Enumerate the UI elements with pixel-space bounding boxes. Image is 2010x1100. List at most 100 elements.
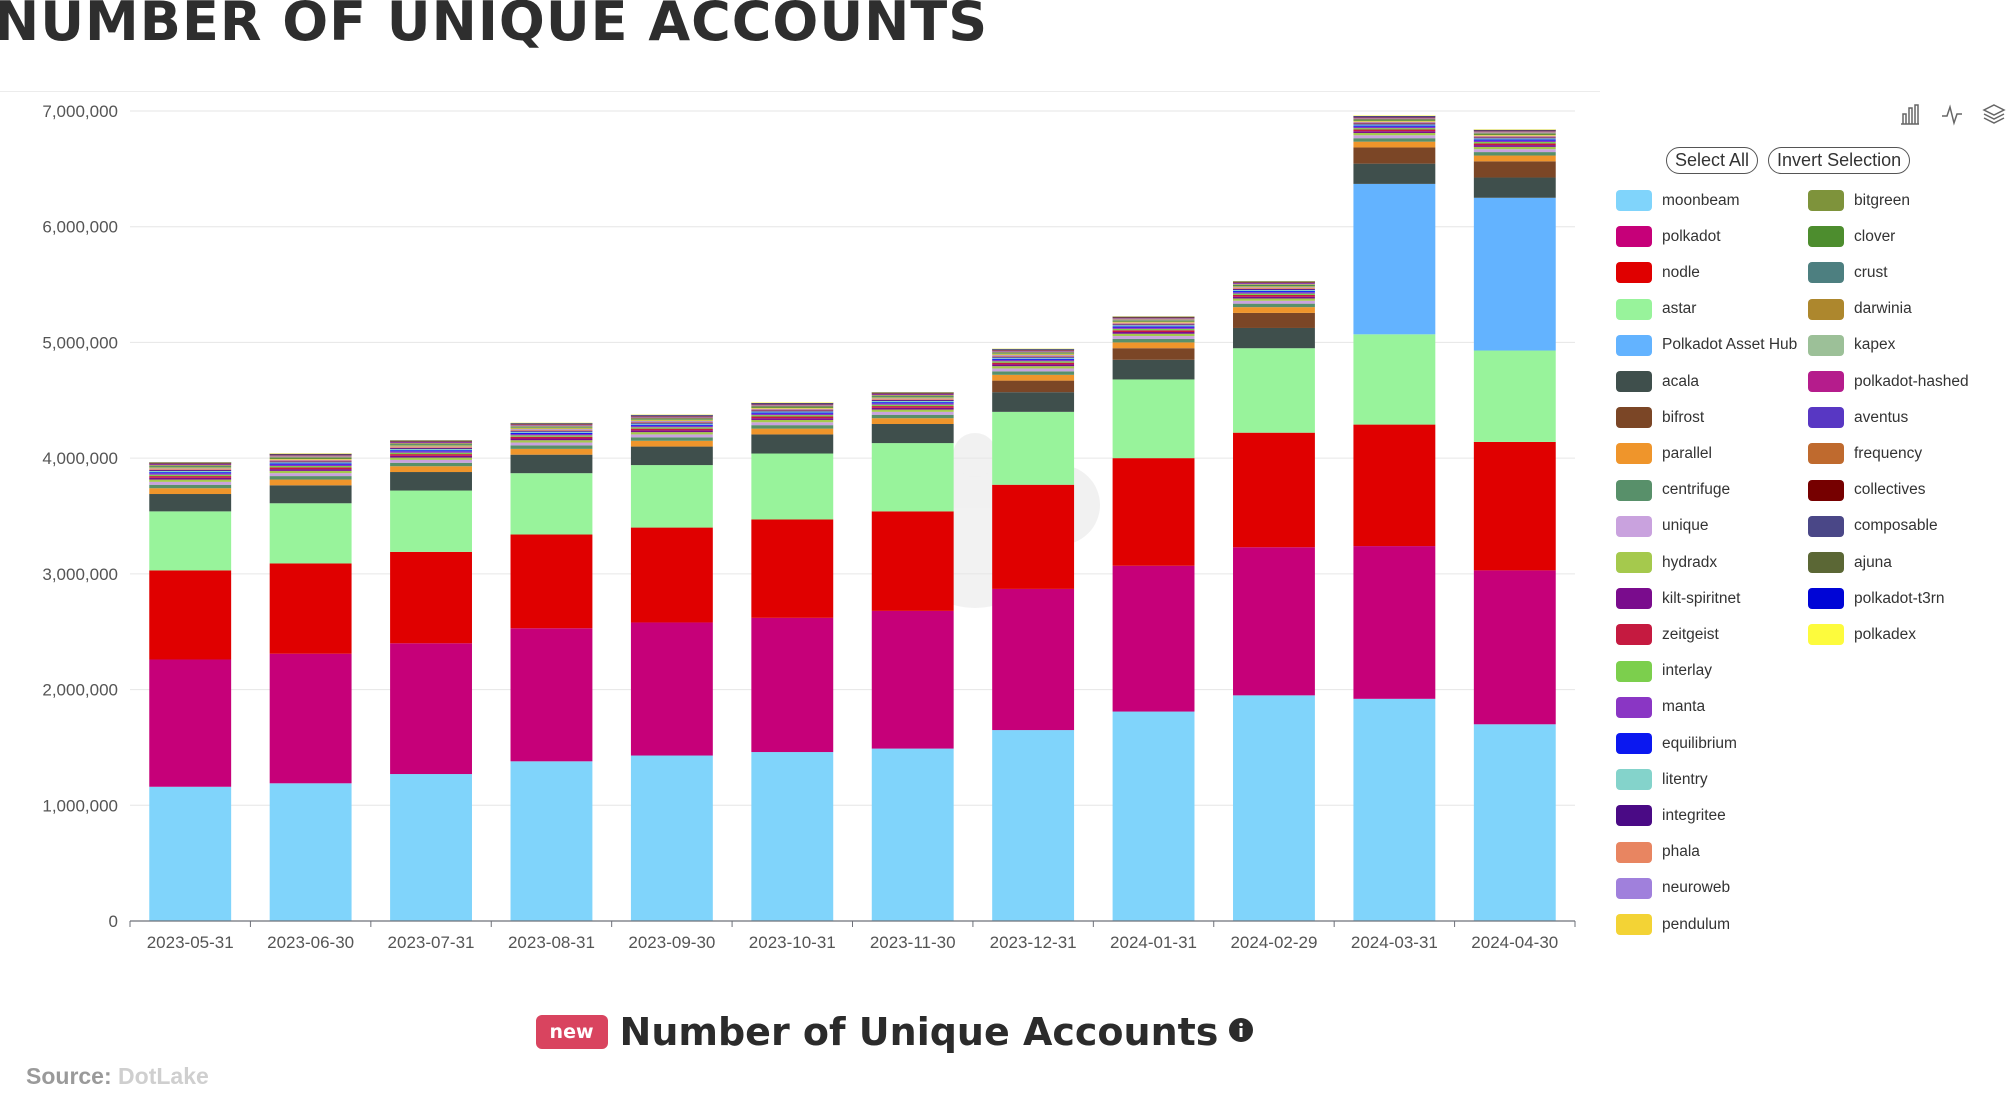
bar-segment-hydradx[interactable] bbox=[751, 419, 834, 423]
bar-segment-collectives[interactable] bbox=[1353, 116, 1436, 118]
bar-segment-polkadot-hashed[interactable] bbox=[1112, 318, 1195, 320]
bar-segment-neuroweb[interactable] bbox=[871, 398, 954, 400]
bar-segment-integritee[interactable] bbox=[871, 400, 954, 401]
bar-segment-polkadot[interactable] bbox=[1353, 546, 1436, 699]
bar-segment-darwinia[interactable] bbox=[149, 465, 232, 467]
bar-segment-astar[interactable] bbox=[510, 473, 593, 535]
legend-item-phala[interactable]: phala bbox=[1616, 841, 1700, 863]
bar-segment-bitgreen[interactable] bbox=[1112, 321, 1195, 322]
bar-segment-crust[interactable] bbox=[751, 406, 834, 407]
bar-segment-polkadex[interactable] bbox=[149, 462, 232, 463]
bar-segment-manta[interactable] bbox=[751, 413, 834, 416]
bar-segment-pendulum[interactable] bbox=[751, 408, 834, 409]
bar-segment-polkadot-hashed[interactable] bbox=[751, 404, 834, 406]
bar-segment-kapex[interactable] bbox=[149, 464, 232, 466]
bar-segment-acala[interactable] bbox=[1353, 163, 1436, 184]
bar-segment-acala[interactable] bbox=[510, 454, 593, 474]
bar-segment-polkadot[interactable] bbox=[1473, 570, 1556, 725]
legend-item-bifrost[interactable]: bifrost bbox=[1616, 407, 1704, 429]
bar-segment-integritee[interactable] bbox=[149, 470, 232, 471]
bar-segment-parallel[interactable] bbox=[630, 440, 713, 447]
bar-segment-interlay[interactable] bbox=[992, 361, 1075, 363]
bar-segment-zeitgeist[interactable] bbox=[510, 436, 593, 439]
bar-segment-polkadot-hashed[interactable] bbox=[1473, 131, 1556, 133]
bar-segment-polkadot-hashed[interactable] bbox=[510, 425, 593, 426]
bar-segment-crust[interactable] bbox=[510, 426, 593, 428]
bar-segment-interlay[interactable] bbox=[1473, 142, 1556, 144]
bar-segment-polkadot-asset-hub[interactable] bbox=[1353, 183, 1436, 335]
legend-item-centrifuge[interactable]: centrifuge bbox=[1616, 479, 1730, 501]
bar-segment-centrifuge[interactable] bbox=[149, 484, 232, 489]
bar-segment-acala[interactable] bbox=[630, 446, 713, 466]
bar-segment-litentry[interactable] bbox=[1112, 325, 1195, 327]
bar-segment-composable[interactable] bbox=[390, 440, 472, 442]
legend-item-bitgreen[interactable]: bitgreen bbox=[1808, 190, 1910, 211]
bar-segment-nodle[interactable] bbox=[751, 519, 834, 618]
bar-segment-bitgreen[interactable] bbox=[390, 445, 472, 446]
legend-item-polkadot-asset-hub[interactable]: Polkadot Asset Hub bbox=[1616, 334, 1797, 356]
bar-segment-collectives[interactable] bbox=[1233, 282, 1315, 283]
bar-segment-pendulum[interactable] bbox=[1353, 121, 1436, 122]
bar-segment-litentry[interactable] bbox=[390, 449, 472, 451]
bar-segment-composable[interactable] bbox=[149, 462, 232, 464]
bar-segment-polkadot-hashed[interactable] bbox=[871, 394, 954, 396]
bar-segment-unique[interactable] bbox=[1473, 149, 1556, 153]
bar-segment-zeitgeist[interactable] bbox=[149, 476, 232, 478]
bar-segment-collectives[interactable] bbox=[510, 423, 593, 425]
bar-segment-moonbeam[interactable] bbox=[1353, 698, 1436, 921]
bar-segment-crust[interactable] bbox=[1353, 119, 1436, 121]
bar-segment-kilt-spiritnet[interactable] bbox=[1112, 332, 1195, 334]
bar-segment-centrifuge[interactable] bbox=[269, 476, 352, 480]
bar-segment-frequency[interactable] bbox=[992, 350, 1075, 351]
bar-segment-crust[interactable] bbox=[1233, 284, 1315, 286]
legend-item-moonbeam[interactable]: moonbeam bbox=[1616, 190, 1740, 211]
bar-segment-unique[interactable] bbox=[1112, 336, 1195, 339]
bar-segment-collectives[interactable] bbox=[269, 454, 352, 456]
bar-segment-nodle[interactable] bbox=[510, 534, 593, 629]
legend-item-aventus[interactable]: aventus bbox=[1808, 407, 1908, 429]
bar-segment-phala[interactable] bbox=[630, 421, 713, 423]
bar-segment-integritee[interactable] bbox=[1473, 137, 1556, 139]
bar-segment-litentry[interactable] bbox=[1353, 124, 1436, 126]
bar-segment-integritee[interactable] bbox=[630, 422, 713, 424]
bar-segment-clover[interactable] bbox=[149, 466, 232, 468]
bar-segment-parallel[interactable] bbox=[751, 428, 834, 435]
bar-segment-darwinia[interactable] bbox=[871, 395, 954, 397]
line-chart-icon[interactable] bbox=[1938, 100, 1966, 128]
bar-segment-pendulum[interactable] bbox=[630, 420, 713, 421]
bar-segment-frequency[interactable] bbox=[1112, 317, 1195, 319]
legend-item-kilt-spiritnet[interactable]: kilt-spiritnet bbox=[1616, 588, 1740, 610]
bar-segment-neuroweb[interactable] bbox=[1473, 135, 1556, 137]
bar-segment-moonbeam[interactable] bbox=[149, 786, 232, 921]
bar-segment-polkadot[interactable] bbox=[1112, 565, 1195, 712]
bar-segment-clover[interactable] bbox=[1233, 285, 1315, 287]
bar-segment-manta[interactable] bbox=[510, 433, 593, 436]
bar-segment-polkadot[interactable] bbox=[390, 643, 472, 775]
bar-segment-collectives[interactable] bbox=[871, 393, 954, 394]
bar-segment-acala[interactable] bbox=[871, 424, 954, 444]
legend-item-interlay[interactable]: interlay bbox=[1616, 660, 1712, 682]
bar-segment-kapex[interactable] bbox=[871, 394, 954, 396]
bar-segment-polkadot[interactable] bbox=[149, 659, 232, 787]
bar-segment-kilt-spiritnet[interactable] bbox=[751, 418, 834, 420]
bar-segment-nodle[interactable] bbox=[269, 563, 352, 654]
bar-segment-polkadex[interactable] bbox=[269, 453, 352, 454]
bar-segment-phala[interactable] bbox=[1112, 323, 1195, 325]
bar-segment-astar[interactable] bbox=[1233, 348, 1315, 433]
bar-segment-phala[interactable] bbox=[992, 355, 1075, 357]
legend-item-darwinia[interactable]: darwinia bbox=[1808, 298, 1912, 320]
bar-segment-manta[interactable] bbox=[871, 403, 954, 405]
bar-segment-nodle[interactable] bbox=[992, 484, 1075, 589]
bar-segment-darwinia[interactable] bbox=[269, 456, 352, 458]
bar-segment-collectives[interactable] bbox=[390, 441, 472, 442]
bar-segment-crust[interactable] bbox=[390, 444, 472, 445]
bar-segment-hydradx[interactable] bbox=[992, 366, 1075, 369]
bar-segment-interlay[interactable] bbox=[871, 404, 954, 407]
bar-segment-kilt-spiritnet[interactable] bbox=[871, 407, 954, 410]
bar-segment-frequency[interactable] bbox=[1233, 282, 1315, 283]
bar-segment-pendulum[interactable] bbox=[390, 445, 472, 447]
bar-segment-frequency[interactable] bbox=[871, 393, 954, 395]
bar-segment-kilt-spiritnet[interactable] bbox=[390, 455, 472, 458]
bar-segment-polkadex[interactable] bbox=[871, 392, 954, 393]
bar-segment-crust[interactable] bbox=[871, 396, 954, 397]
